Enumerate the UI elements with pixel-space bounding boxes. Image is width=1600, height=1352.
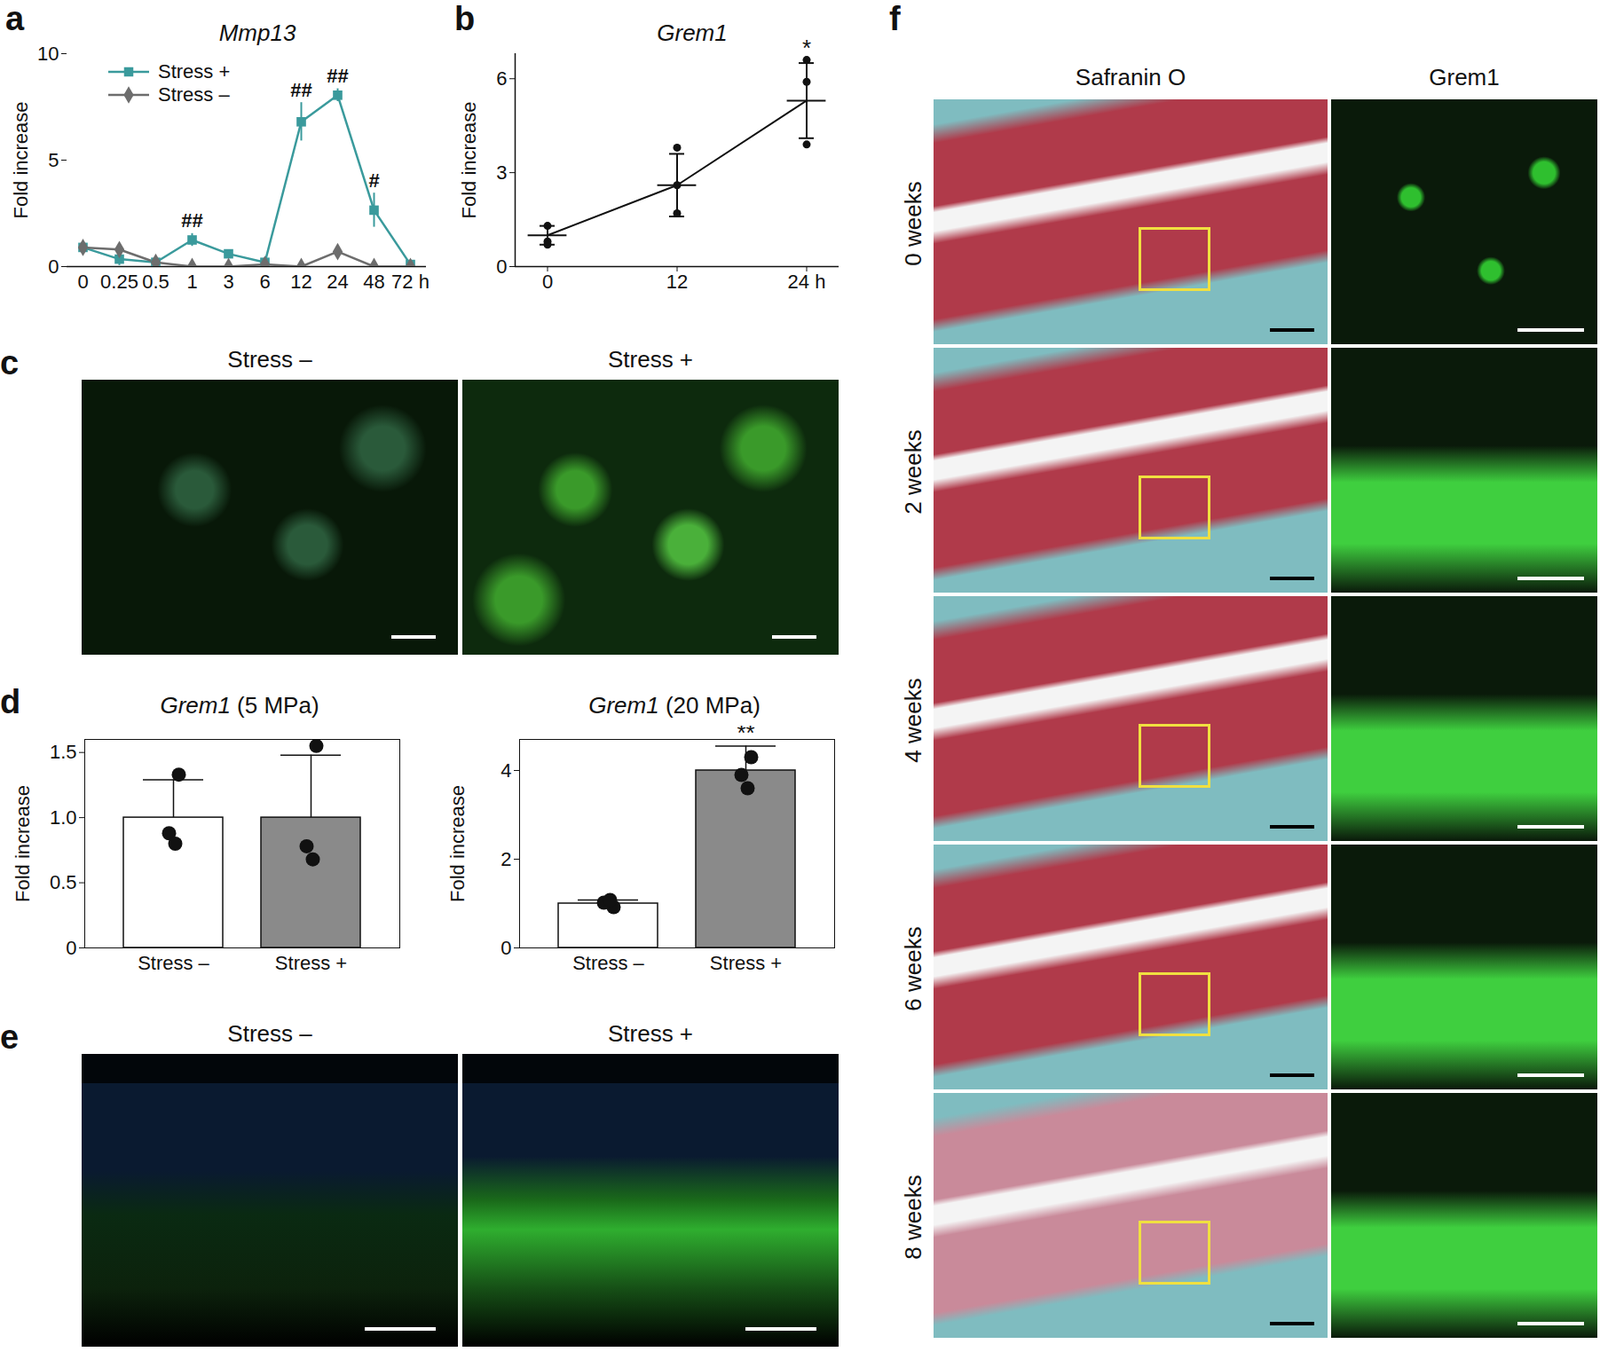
svg-text:0.5: 0.5 xyxy=(49,871,78,894)
html-text:4 weeks: 4 weeks xyxy=(899,678,927,763)
svg-text:24: 24 xyxy=(326,270,348,293)
html-text:d: d xyxy=(0,683,21,721)
svg-text:2: 2 xyxy=(500,848,512,871)
svg-text:#: # xyxy=(368,169,379,192)
svg-text:##: ## xyxy=(181,209,203,232)
svg-text:6: 6 xyxy=(259,270,270,293)
html-text:6 weeks: 6 weeks xyxy=(899,926,927,1012)
html-text:Stress +: Stress + xyxy=(607,346,694,373)
svg-text:##: ## xyxy=(326,64,348,87)
svg-text:12: 12 xyxy=(666,270,688,293)
html-text:2 weeks: 2 weeks xyxy=(899,429,927,515)
svg-text:6: 6 xyxy=(496,67,507,90)
svg-text:12: 12 xyxy=(290,270,312,293)
svg-text:Stress –: Stress – xyxy=(137,952,210,975)
svg-text:Fold increase: Fold increase xyxy=(9,101,32,219)
svg-text:0: 0 xyxy=(65,937,77,960)
svg-text:##: ## xyxy=(290,78,312,102)
html-text:c: c xyxy=(0,344,19,382)
svg-text:Stress –: Stress – xyxy=(572,952,645,975)
html-text:e: e xyxy=(0,1018,19,1057)
html-text:Stress +: Stress + xyxy=(157,60,231,83)
html-text:f: f xyxy=(889,0,901,38)
html-text:Grem1 (5 MPa): Grem1 (5 MPa) xyxy=(160,692,320,719)
svg-text:0: 0 xyxy=(496,255,507,278)
svg-text:Fold increase: Fold increase xyxy=(457,101,481,219)
svg-text:1: 1 xyxy=(186,270,198,293)
html-text:a: a xyxy=(5,0,25,38)
svg-text:5: 5 xyxy=(47,149,59,172)
svg-text:0.25: 0.25 xyxy=(100,270,139,293)
html-text:Grem1: Grem1 xyxy=(1428,63,1500,91)
svg-text:3: 3 xyxy=(496,161,507,184)
svg-text:0: 0 xyxy=(77,270,88,293)
svg-text:24 h: 24 h xyxy=(788,270,827,293)
svg-text:3: 3 xyxy=(222,270,234,293)
html-text:Safranin O: Safranin O xyxy=(1075,63,1186,91)
svg-text:4: 4 xyxy=(500,759,512,782)
svg-text:72 h: 72 h xyxy=(391,270,430,293)
svg-text:0: 0 xyxy=(47,255,59,278)
html-text:Stress –: Stress – xyxy=(227,346,313,373)
svg-text:1.0: 1.0 xyxy=(49,806,78,829)
svg-text:Stress +: Stress + xyxy=(709,952,782,975)
svg-text:0.5: 0.5 xyxy=(141,270,170,293)
svg-text:48: 48 xyxy=(362,270,385,293)
svg-text:Fold increase: Fold increase xyxy=(11,785,34,903)
svg-text:10: 10 xyxy=(37,42,59,65)
html-text:8 weeks: 8 weeks xyxy=(899,1175,927,1260)
html-text:0 weeks: 0 weeks xyxy=(899,181,927,266)
svg-text:0: 0 xyxy=(542,270,553,293)
svg-text:*: * xyxy=(802,39,812,62)
svg-text:**: ** xyxy=(736,725,755,747)
html-text:b: b xyxy=(454,0,475,38)
html-text:Stress –: Stress – xyxy=(227,1020,313,1048)
html-text:Stress –: Stress – xyxy=(157,83,230,106)
html-text:Mmp13: Mmp13 xyxy=(218,19,296,47)
svg-text:Stress +: Stress + xyxy=(275,952,347,975)
svg-text:0: 0 xyxy=(500,937,512,960)
html-text:Stress +: Stress + xyxy=(607,1020,694,1048)
html-text:Grem1 (20 MPa): Grem1 (20 MPa) xyxy=(588,692,761,719)
svg-text:Fold increase: Fold increase xyxy=(446,785,469,903)
html-text:Grem1: Grem1 xyxy=(656,19,728,47)
svg-text:1.5: 1.5 xyxy=(49,740,78,764)
